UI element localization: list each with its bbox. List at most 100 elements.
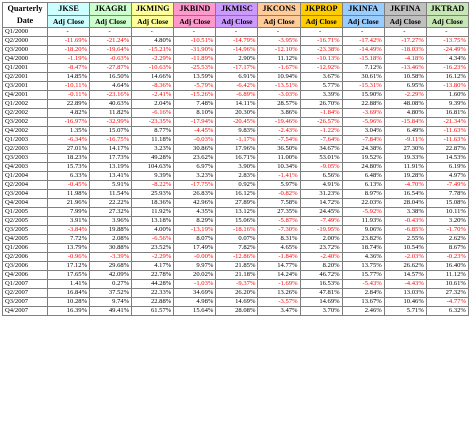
- return-cell-jkse: 3.91%: [46, 216, 91, 226]
- return-cell-jkcons: -1.84%: [257, 252, 301, 262]
- return-cell-jkagri: 19.88%: [89, 225, 133, 235]
- return-cell-jkmisc: -18.16%: [215, 225, 259, 235]
- return-cell-jkcons: 3.47%: [257, 306, 301, 316]
- return-cell-jkse: 7.72%: [46, 234, 91, 244]
- adj-close-subheader: Adj Close: [173, 15, 217, 28]
- return-cell-jkfina: 28.04%: [383, 198, 427, 208]
- return-cell-jkagri: 0.27%: [89, 279, 133, 289]
- return-cell-jktrad: -7.49%: [425, 180, 469, 190]
- return-cell-jkinfa: 6.48%: [341, 171, 385, 181]
- adj-close-subheader: Adj Close: [425, 15, 469, 28]
- return-cell-jkprop: -23.38%: [299, 45, 343, 55]
- return-cell-jkmisc: 2.83%: [215, 171, 259, 181]
- return-cell-jktrad: 22.87%: [425, 144, 469, 154]
- return-cell-jkmisc: 16.71%: [215, 153, 259, 163]
- return-cell-jkbind: 23.62%: [173, 153, 217, 163]
- table-row: Q4/2006 17.65% 42.09% 22.78% 20.02% 21.18% 14.…: [2, 270, 469, 280]
- return-cell-jktrad: -21.34%: [425, 117, 469, 127]
- quarter-cell: Q2/2004: [2, 180, 48, 190]
- return-cell-jkmisc: -14.96%: [215, 45, 259, 55]
- quarterly-date-header-line1: Quarterly: [7, 4, 43, 13]
- table-row: Q2/2002 4.82% 11.82% -6.16% 8.10% 20.30% 3.86%…: [2, 108, 469, 118]
- return-cell-jkinfa: -15.18%: [341, 54, 385, 64]
- table-row: Q4/2005 7.72% 2.08% -6.56% 8.07% 0.07% 8.31% 2.…: [2, 234, 469, 244]
- return-cell-jkse: -6.34%: [46, 135, 91, 145]
- return-cell-jkcons: 10.94%: [257, 72, 301, 82]
- return-cell-jkse: -16.97%: [46, 117, 91, 127]
- quarter-cell: Q4/2001: [2, 90, 48, 100]
- quarter-cell: Q1/2001: [2, 63, 48, 73]
- return-cell-jkcons: -3.03%: [257, 90, 301, 100]
- return-cell-jkse: 16.84%: [46, 288, 91, 298]
- index-header-row: Quarterly Date JKSE JKAGRI JKMING JKBIND JKMI…: [2, 2, 469, 28]
- quarter-cell: Q4/2005: [2, 234, 48, 244]
- return-cell-jkbind: -: [173, 27, 217, 37]
- return-cell-jkse: 27.01%: [46, 144, 91, 154]
- return-cell-jkfina: -6.85%: [383, 225, 427, 235]
- return-cell-jkfina: -17.27%: [383, 36, 427, 46]
- return-cell-jkinfa: 13.75%: [341, 261, 385, 271]
- return-cell-jkagri: -0.63%: [89, 54, 133, 64]
- adj-close-subheader: Adj Close: [257, 15, 301, 28]
- return-cell-jkcons: 3.86%: [257, 108, 301, 118]
- return-cell-jkfina: 16.54%: [383, 189, 427, 199]
- return-cell-jkbind: -0.00%: [173, 252, 217, 262]
- return-cell-jkcons: 14.77%: [257, 261, 301, 271]
- return-cell-jkagri: 17.73%: [89, 153, 133, 163]
- return-cell-jktrad: -11.63%: [425, 135, 469, 145]
- return-cell-jkse: 17.12%: [46, 261, 91, 271]
- return-cell-jkprop: -26.57%: [299, 117, 343, 127]
- adj-close-subheader: Adj Close: [89, 15, 133, 28]
- return-cell-jkfina: -2.03%: [383, 252, 427, 262]
- return-cell-jkse: -18.20%: [46, 45, 91, 55]
- return-cell-jkcons: -12.10%: [257, 45, 301, 55]
- return-cell-jkprop: 53.01%: [299, 153, 343, 163]
- adj-close-subheader: Adj Close: [215, 15, 259, 28]
- return-cell-jktrad: -4.77%: [425, 297, 469, 307]
- return-cell-jkinfa: 11.93%: [341, 216, 385, 226]
- return-cell-jkagri: -27.87%: [89, 63, 133, 73]
- return-cell-jkinfa: 7.12%: [341, 63, 385, 73]
- return-cell-jkbind: 8.10%: [173, 108, 217, 118]
- return-cell-jkbind: 8.07%: [173, 234, 217, 244]
- return-cell-jkinfa: 30.61%: [341, 72, 385, 82]
- return-cell-jkmisc: -14.79%: [215, 36, 259, 46]
- return-cell-jkfina: 6.49%: [383, 126, 427, 136]
- return-cell-jkagri: -21.24%: [89, 36, 133, 46]
- return-cell-jkprop: 16.53%: [299, 279, 343, 289]
- return-cell-jkcons: -3.95%: [257, 36, 301, 46]
- return-cell-jkming: 22.88%: [131, 297, 175, 307]
- return-cell-jkagri: 14.17%: [89, 144, 133, 154]
- adj-close-subheader: Adj Close: [46, 15, 91, 28]
- return-cell-jkinfa: -5.92%: [341, 207, 385, 217]
- table-row: Q1/2002 22.89% 40.63% 2.04% 7.48% 14.11% 28.57…: [2, 99, 469, 109]
- return-cell-jktrad: 27.32%: [425, 288, 469, 298]
- return-cell-jkprop: 8.20%: [299, 261, 343, 271]
- return-cell-jkbind: -5.79%: [173, 81, 217, 91]
- quarter-cell: Q4/2002: [2, 126, 48, 136]
- return-cell-jkinfa: 13.67%: [341, 297, 385, 307]
- table-row: Q4/2007 16.39% 49.41% 61.57% 15.64% 28.08% 3.4…: [2, 306, 469, 316]
- return-cell-jkming: 3.23%: [131, 144, 175, 154]
- return-cell-jkinfa: 6.13%: [341, 180, 385, 190]
- quarterly-returns-table: Quarterly Date JKSE JKAGRI JKMING JKBIND JKMI…: [2, 2, 469, 316]
- return-cell-jktrad: -0.23%: [425, 252, 469, 262]
- return-cell-jkmisc: -6.42%: [215, 81, 259, 91]
- return-cell-jkse: 14.85%: [46, 72, 91, 82]
- return-cell-jkfina: 26.62%: [383, 261, 427, 271]
- quarter-cell: Q4/2006: [2, 270, 48, 280]
- return-cell-jkagri: -: [89, 27, 133, 37]
- return-cell-jkming: 104.63%: [131, 162, 175, 172]
- return-cell-jkinfa: 24.38%: [341, 144, 385, 154]
- return-cell-jkcons: 28.57%: [257, 99, 301, 109]
- return-cell-jkcons: -2.43%: [257, 126, 301, 136]
- return-cell-jkcons: -1.41%: [257, 171, 301, 181]
- column-header-jkfina: JKFINA: [383, 2, 427, 16]
- quarter-cell: Q3/2000: [2, 45, 48, 55]
- quarter-cell: Q2/2002: [2, 108, 48, 118]
- return-cell-jkming: 23.52%: [131, 243, 175, 253]
- return-cell-jkming: -23.35%: [131, 117, 175, 127]
- quarter-cell: Q2/2005: [2, 216, 48, 226]
- return-cell-jkmisc: 16.12%: [215, 189, 259, 199]
- return-cell-jkcons: -7.54%: [257, 135, 301, 145]
